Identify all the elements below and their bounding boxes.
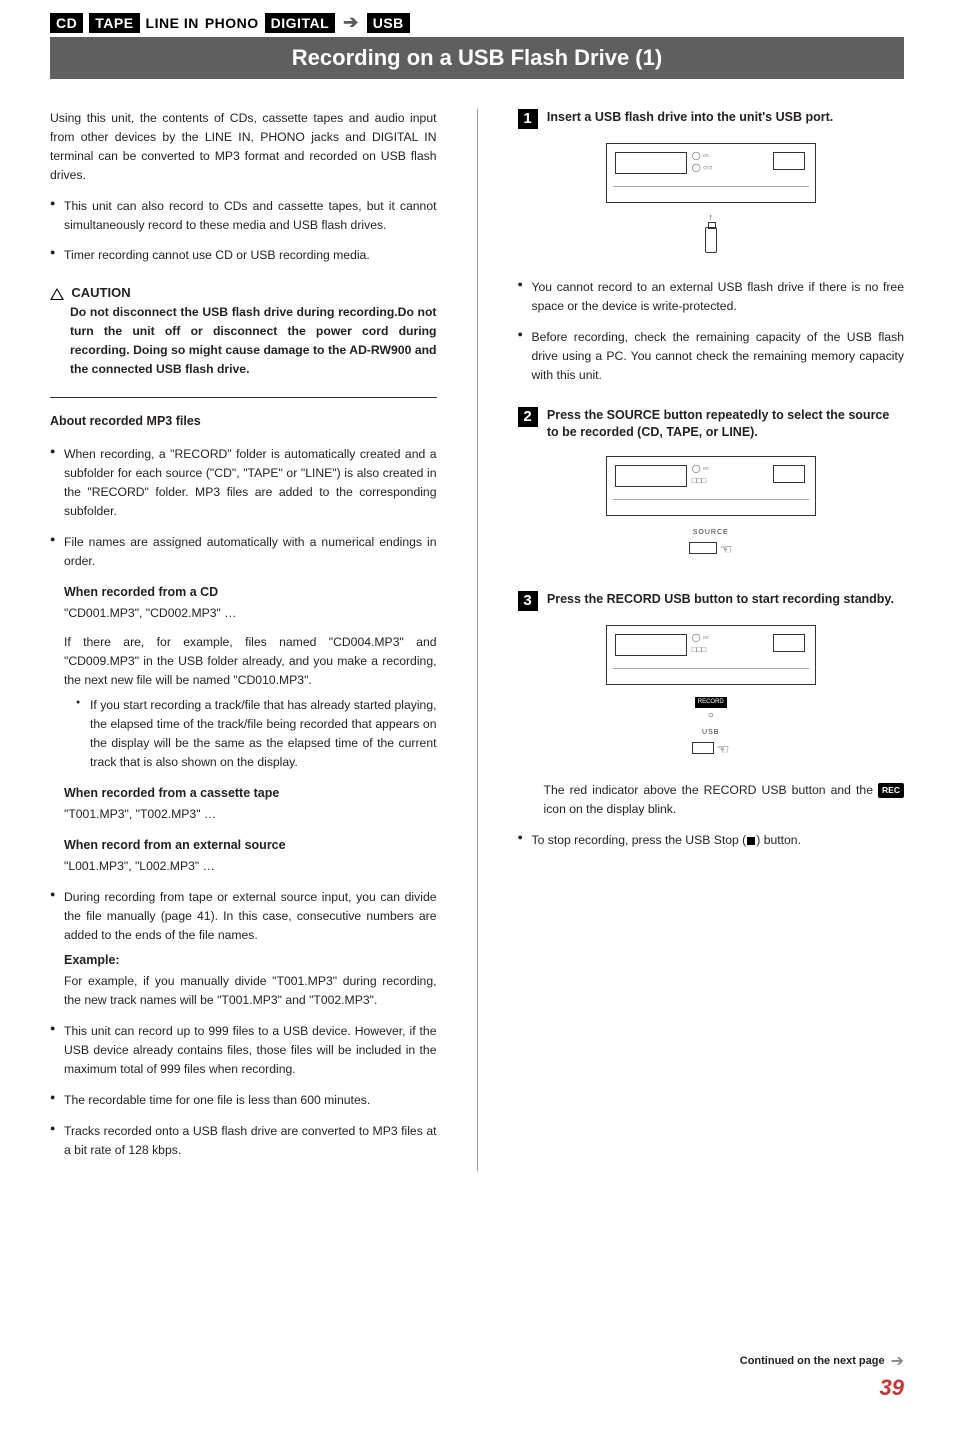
when-cd-example: "CD001.MP3", "CD002.MP3" … bbox=[64, 604, 437, 623]
rec-icon: REC bbox=[878, 783, 904, 798]
left-column: Using this unit, the contents of CDs, ca… bbox=[50, 109, 437, 1171]
about-record-folder: When recording, a "RECORD" folder is aut… bbox=[50, 445, 437, 521]
when-tape-example: "T001.MP3", "T002.MP3" … bbox=[64, 805, 437, 824]
src-usb: USB bbox=[367, 13, 410, 33]
step-2-head: Press the SOURCE button repeatedly to se… bbox=[547, 407, 904, 442]
column-separator bbox=[477, 109, 478, 1171]
when-ext-example: "L001.MP3", "L002.MP3" … bbox=[64, 857, 437, 876]
page-title: Recording on a USB Flash Drive (1) bbox=[50, 37, 904, 79]
stop-icon bbox=[747, 837, 755, 845]
src-digital: DIGITAL bbox=[265, 13, 335, 33]
step-1-number: 1 bbox=[518, 109, 538, 129]
continued-label: Continued on the next page bbox=[740, 1355, 885, 1367]
right-column: 1 Insert a USB flash drive into the unit… bbox=[518, 109, 905, 1171]
src-tape: TAPE bbox=[89, 13, 139, 33]
step3-stop-note: To stop recording, press the USB Stop ()… bbox=[518, 831, 905, 850]
when-cd-head: When recorded from a CD bbox=[64, 583, 437, 602]
unit-diagram-1: ◯ ▫▫◯ ○○ bbox=[606, 143, 816, 203]
intro-text: Using this unit, the contents of CDs, ca… bbox=[50, 109, 437, 185]
arrow-icon: ➔ bbox=[343, 12, 359, 33]
when-cd-desc: If there are, for example, files named "… bbox=[64, 633, 437, 690]
step-3-number: 3 bbox=[518, 591, 538, 611]
when-tape-head: When recorded from a cassette tape bbox=[64, 784, 437, 803]
caution-body: Do not disconnect the USB flash drive du… bbox=[70, 303, 437, 379]
unit-diagram-2: ◯ ▫▫□□□ bbox=[606, 456, 816, 516]
step-3-head: Press the RECORD USB button to start rec… bbox=[547, 591, 904, 609]
caution-icon bbox=[50, 288, 64, 300]
example-body: For example, if you manually divide "T00… bbox=[64, 974, 437, 1007]
source-mode-labels: CD TAPE LINE IN PHONO DIGITAL ➔ USB bbox=[50, 12, 904, 33]
about-filenames: File names are assigned automatically wi… bbox=[50, 533, 437, 571]
unit-diagram-3: ◯ ▫▫□□□ bbox=[606, 625, 816, 685]
when-cd-subnote: If you start recording a track/file that… bbox=[76, 696, 437, 772]
during-recording-note: During recording from tape or external s… bbox=[50, 888, 437, 1010]
example-head: Example: bbox=[64, 951, 437, 970]
max-files-note: This unit can record up to 999 files to … bbox=[50, 1022, 437, 1079]
about-heading: About recorded MP3 files bbox=[50, 412, 437, 431]
src-cd: CD bbox=[50, 13, 83, 33]
src-phono: PHONO bbox=[205, 15, 259, 31]
step3-desc: The red indicator above the RECORD USB b… bbox=[544, 781, 905, 819]
record-usb-button-icon: RECORD ○ USB ☜ bbox=[518, 693, 905, 761]
src-linein: LINE IN bbox=[146, 15, 199, 31]
continued-arrow-icon: ➔ bbox=[891, 1351, 904, 1371]
usb-stick-icon: ↑ bbox=[518, 211, 905, 258]
step1-note-capacity: Before recording, check the remaining ca… bbox=[518, 328, 905, 385]
during-rec-text: During recording from tape or external s… bbox=[64, 890, 437, 942]
step1-note-writeprotect: You cannot record to an external USB fla… bbox=[518, 278, 905, 316]
caution-label: CAUTION bbox=[71, 285, 130, 300]
divider bbox=[50, 397, 437, 398]
source-button-icon: SOURCE ☜ bbox=[518, 524, 905, 561]
step-1-head: Insert a USB flash drive into the unit's… bbox=[547, 109, 904, 127]
max-time-note: The recordable time for one file is less… bbox=[50, 1091, 437, 1110]
page-number: 39 bbox=[880, 1375, 904, 1400]
when-ext-head: When record from an external source bbox=[64, 836, 437, 855]
step-2-number: 2 bbox=[518, 407, 538, 427]
bitrate-note: Tracks recorded onto a USB flash drive a… bbox=[50, 1122, 437, 1160]
note-record-media: This unit can also record to CDs and cas… bbox=[50, 197, 437, 235]
note-timer: Timer recording cannot use CD or USB rec… bbox=[50, 246, 437, 265]
